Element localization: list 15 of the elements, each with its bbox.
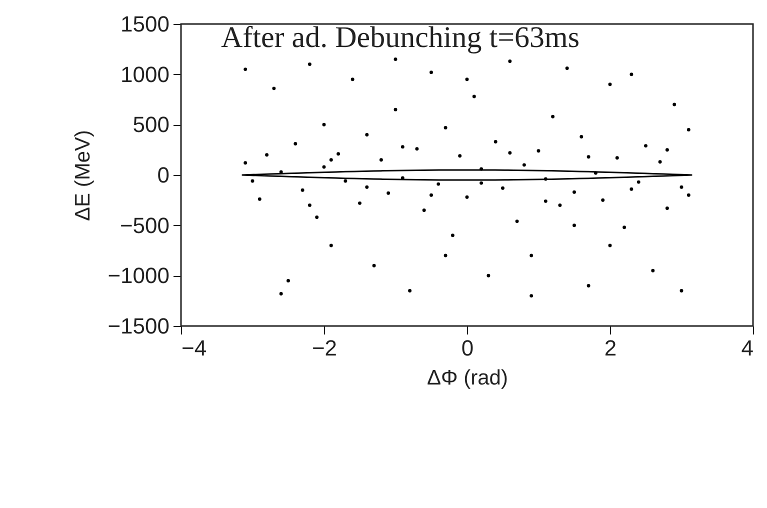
x-tick-label: 2	[604, 336, 617, 360]
chart-title: After ad. Debunching t=63ms	[221, 21, 580, 54]
y-tick-label: −1000	[108, 263, 170, 288]
x-tick-label: 4	[741, 336, 754, 360]
y-tick-label: 500	[132, 112, 170, 138]
y-tick-label: 1500	[120, 12, 170, 36]
y-tick-label: −500	[120, 212, 170, 238]
y-tick-label: 1000	[120, 62, 170, 87]
y-tick-label: −1500	[108, 314, 170, 338]
x-tick-label: −2	[312, 336, 338, 360]
x-tick-label: −4	[182, 336, 207, 360]
y-tick-label: 0	[157, 162, 170, 188]
y-axis-title: ΔE (MeV)	[72, 130, 95, 222]
x-tick-label: 0	[461, 336, 474, 360]
x-axis-title: ΔΦ (rad)	[427, 366, 508, 390]
